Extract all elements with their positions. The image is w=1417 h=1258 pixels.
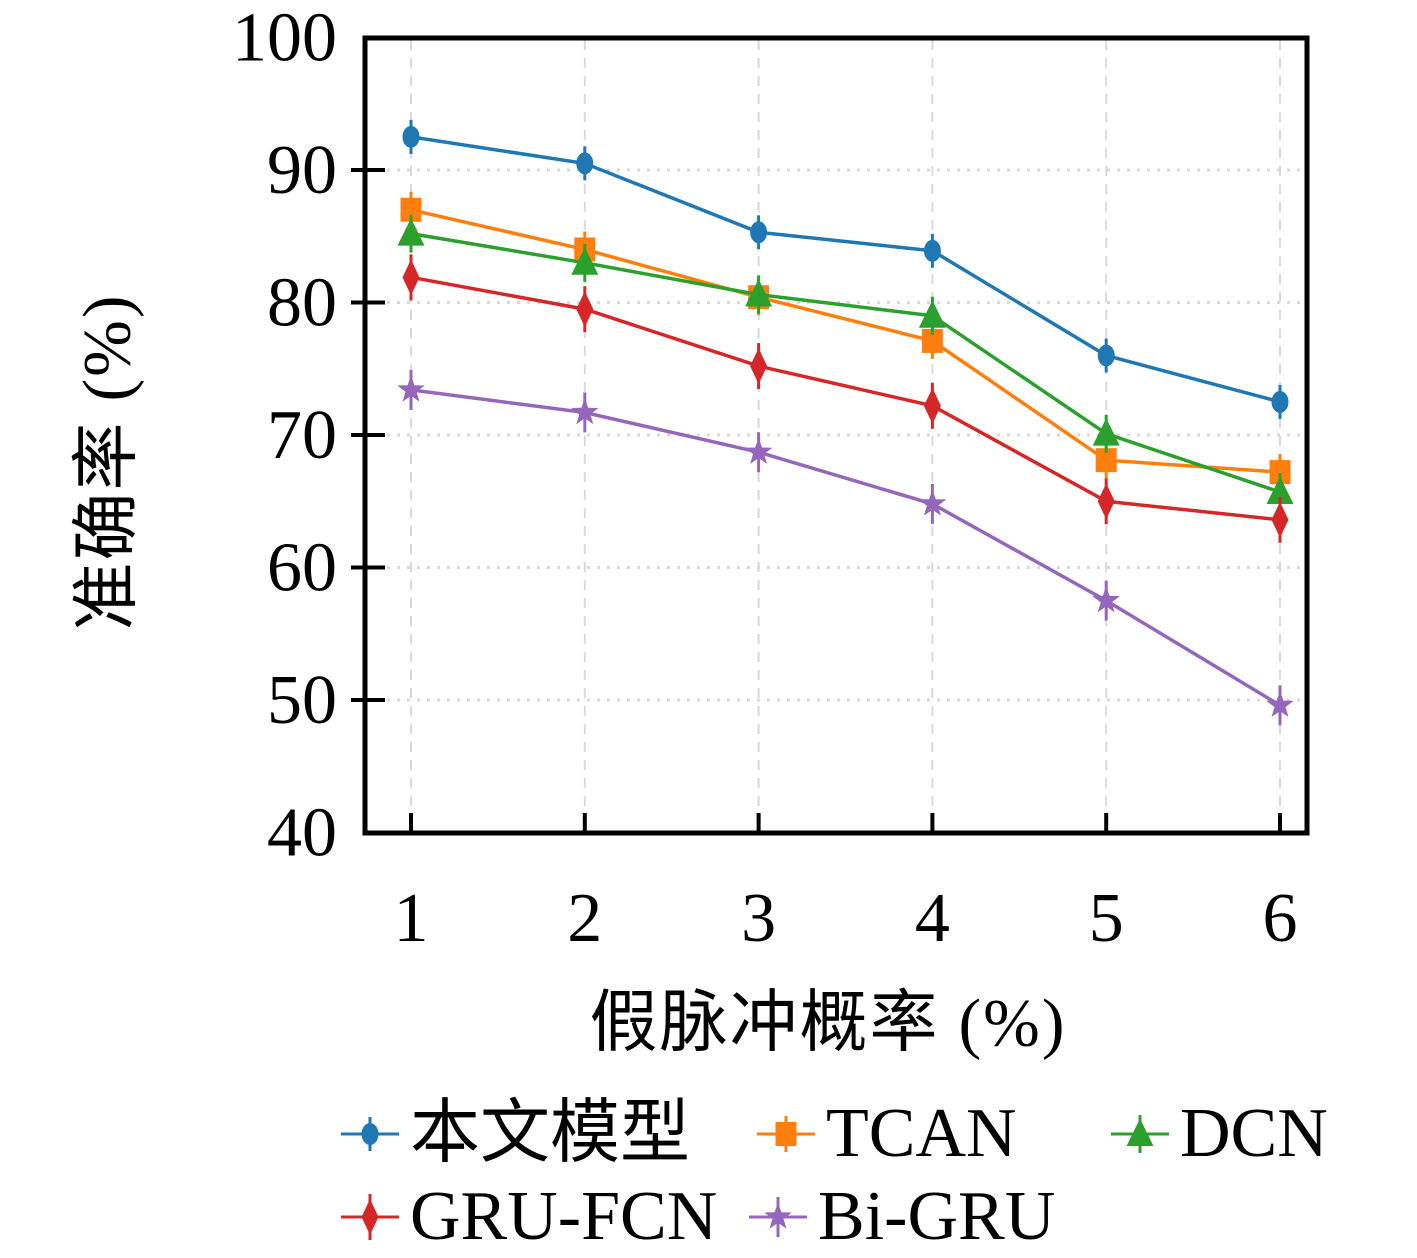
x-tick-label: 2 [567, 880, 602, 957]
series-line [410, 388, 1281, 707]
x-tick-label: 6 [1263, 880, 1298, 957]
circle-marker [576, 152, 594, 175]
star-marker [1266, 690, 1294, 717]
triangle-marker [1266, 476, 1294, 504]
y-tick-label: 50 [267, 662, 337, 739]
diamond-marker [923, 387, 941, 424]
triangle-marker [1092, 418, 1120, 446]
circle-marker [1271, 390, 1289, 413]
y-tick-label: 60 [267, 530, 337, 607]
square-marker [400, 197, 422, 222]
star-marker [571, 398, 599, 425]
diamond-marker [576, 291, 594, 328]
y-tick-label: 80 [267, 265, 337, 342]
y-tick-label: 70 [267, 397, 337, 474]
triangle-marker [571, 247, 599, 275]
series-line [410, 231, 1281, 494]
y-tick-label: 40 [267, 795, 337, 872]
plot-border [362, 35, 1310, 836]
diamond-marker [1271, 501, 1289, 538]
star-marker [918, 489, 947, 516]
circle-marker [402, 125, 420, 148]
x-tick-label: 3 [741, 880, 776, 957]
series-本文模型 [402, 119, 1289, 419]
y-axis-label: 准确率 (%) [68, 293, 145, 631]
y-tick-label: 100 [232, 0, 337, 77]
x-tick-label: 1 [394, 880, 429, 957]
x-tick-label: 5 [1089, 880, 1124, 957]
square-marker [1095, 448, 1117, 473]
diamond-marker [402, 259, 420, 296]
circle-marker [923, 239, 941, 262]
star-marker [744, 437, 773, 464]
series-GRU-FCN [402, 254, 1289, 543]
series-line [410, 135, 1281, 404]
series-line [410, 208, 1281, 474]
square-marker [921, 328, 943, 353]
circle-marker [1097, 344, 1115, 367]
series-line [410, 275, 1281, 522]
diamond-marker [1097, 483, 1115, 520]
triangle-marker [745, 279, 773, 307]
triangle-marker [918, 300, 946, 328]
circle-marker [750, 221, 768, 244]
star-marker [1092, 586, 1120, 613]
x-tick-label: 4 [915, 880, 950, 957]
diamond-marker [750, 348, 768, 385]
square-marker [1269, 460, 1291, 485]
series-Bi-GRU [397, 369, 1294, 726]
series-DCN [397, 214, 1294, 511]
series-TCAN [400, 191, 1291, 491]
star-marker [397, 375, 425, 402]
y-tick-label: 90 [267, 132, 337, 209]
x-axis-label: 假脉冲概率 (%) [589, 984, 1067, 1061]
triangle-marker [397, 218, 425, 246]
